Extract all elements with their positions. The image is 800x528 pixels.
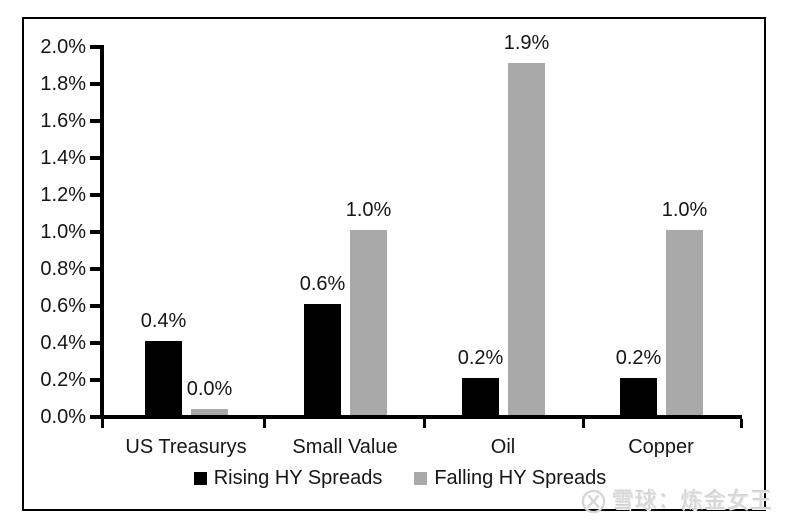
bar-falling-hy-spreads-small-value	[350, 230, 387, 415]
bar-falling-hy-spreads-us-treasurys	[191, 409, 228, 415]
y-axis-tick-label: 0.2%	[40, 369, 86, 391]
y-axis-tick-label: 0.0%	[40, 406, 86, 428]
chart-legend: Rising HY Spreads Falling HY Spreads	[0, 467, 800, 489]
bar-rising-hy-spreads-small-value	[304, 304, 341, 415]
legend-label-rising: Rising HY Spreads	[213, 467, 383, 489]
y-axis-tick-label: 1.4%	[40, 147, 86, 169]
bar-value-label: 0.4%	[140, 310, 187, 332]
y-axis-tick	[90, 45, 102, 49]
y-axis-tick-label: 2.0%	[40, 36, 86, 58]
legend-item-rising: Rising HY Spreads	[193, 467, 383, 489]
xueqiu-logo-icon	[581, 489, 606, 513]
y-axis-tick	[90, 415, 102, 419]
y-axis-tick-label: 1.6%	[40, 110, 86, 132]
y-axis-tick-label: 0.4%	[40, 332, 86, 354]
x-axis-tick	[582, 419, 585, 428]
legend-swatch-falling	[414, 471, 428, 485]
watermark: 雪球：炼金女王	[581, 488, 773, 514]
bar-value-label: 0.6%	[299, 273, 346, 295]
category-label-copper: Copper	[628, 436, 694, 458]
y-axis-line	[100, 45, 104, 419]
y-axis-tick	[90, 156, 102, 160]
x-axis-tick	[101, 419, 104, 428]
x-axis-line	[100, 415, 742, 419]
y-axis-tick	[90, 230, 102, 234]
y-axis-tick	[90, 304, 102, 308]
legend-item-falling: Falling HY Spreads	[414, 467, 606, 489]
x-axis-tick	[740, 419, 743, 428]
y-axis-tick-label: 0.8%	[40, 258, 86, 280]
chart-border-frame	[22, 17, 766, 511]
y-axis-tick	[90, 341, 102, 345]
y-axis-tick	[90, 267, 102, 271]
watermark-text: 雪球：炼金女王	[612, 488, 774, 513]
legend-label-falling: Falling HY Spreads	[434, 467, 607, 489]
y-axis-tick	[90, 82, 102, 86]
bar-value-label: 0.0%	[186, 378, 233, 400]
x-axis-tick	[263, 419, 266, 428]
bar-falling-hy-spreads-copper	[666, 230, 703, 415]
bar-rising-hy-spreads-us-treasurys	[145, 341, 182, 415]
y-axis-tick	[90, 193, 102, 197]
category-label-oil: Oil	[490, 436, 516, 458]
y-axis-tick-label: 1.2%	[40, 184, 86, 206]
legend-swatch-rising	[193, 471, 207, 485]
bar-falling-hy-spreads-oil	[508, 63, 545, 415]
category-label-us-treasurys: US Treasurys	[125, 436, 247, 458]
bar-value-label: 1.9%	[503, 32, 550, 54]
category-label-small-value: Small Value	[292, 436, 398, 458]
y-axis-tick	[90, 119, 102, 123]
bar-value-label: 1.0%	[345, 199, 392, 221]
bar-rising-hy-spreads-oil	[462, 378, 499, 415]
y-axis-tick-label: 1.0%	[40, 221, 86, 243]
bar-rising-hy-spreads-copper	[620, 378, 657, 415]
y-axis-tick-label: 0.6%	[40, 295, 86, 317]
bar-value-label: 1.0%	[661, 199, 708, 221]
y-axis-tick-label: 1.8%	[40, 73, 86, 95]
bar-value-label: 0.2%	[457, 347, 504, 369]
y-axis-tick	[90, 378, 102, 382]
bar-value-label: 0.2%	[615, 347, 662, 369]
x-axis-tick	[423, 419, 426, 428]
